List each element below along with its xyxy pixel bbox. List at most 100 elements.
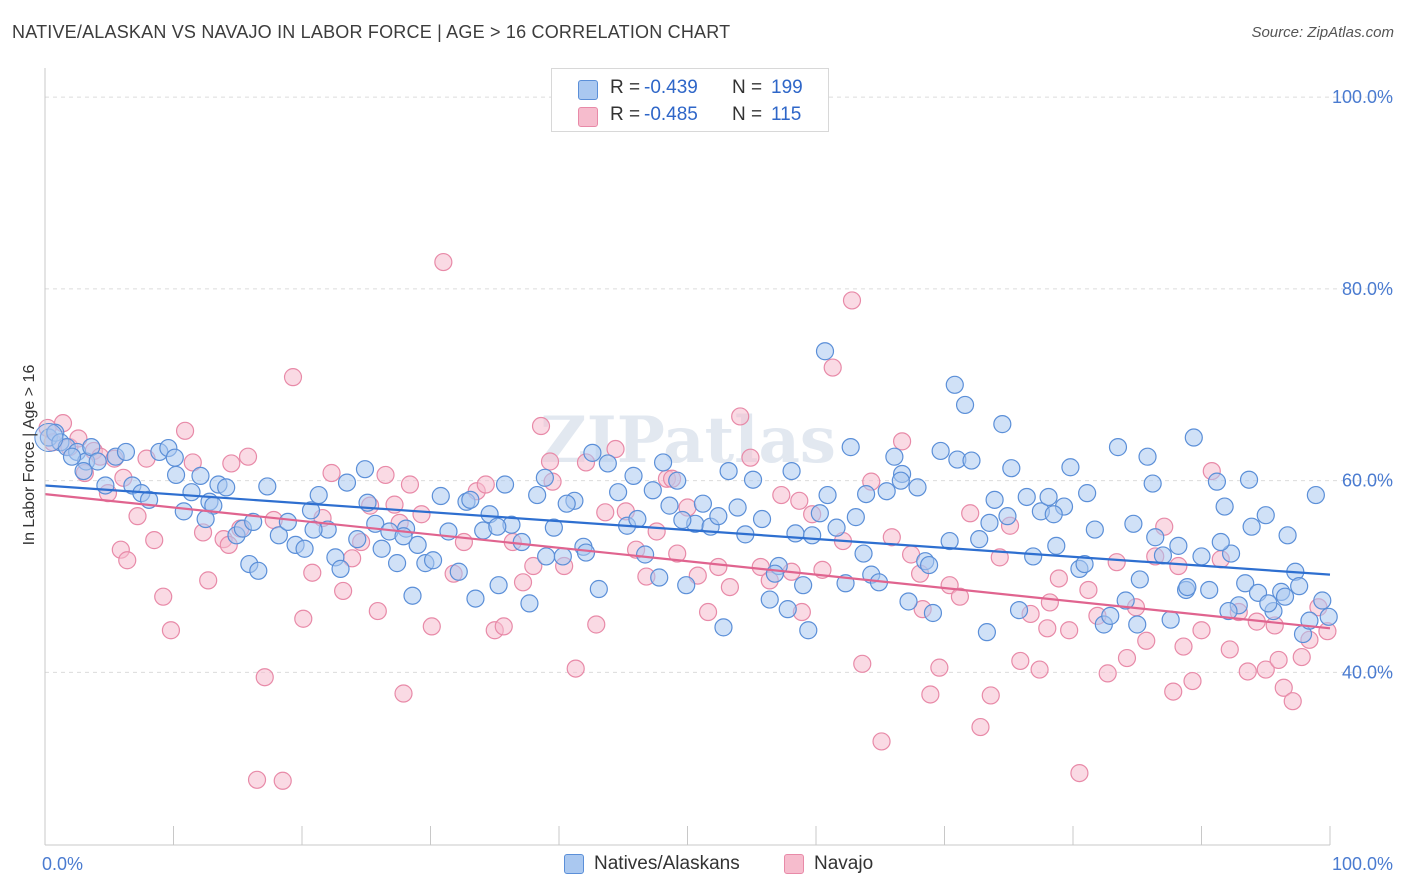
navajo-point — [1117, 648, 1137, 668]
natives-alaskans-point — [62, 447, 82, 466]
natives-alaskans-point — [818, 485, 837, 505]
natives-alaskans-point — [782, 461, 801, 481]
navajo-point — [961, 504, 980, 523]
x-tick-label: 100.0% — [1332, 854, 1393, 874]
navajo-point — [1174, 637, 1193, 656]
natives-alaskans-point — [544, 518, 563, 537]
navajo-point — [1030, 660, 1049, 679]
natives-alaskans-point — [803, 526, 822, 545]
natives-alaskans-point — [673, 510, 692, 530]
natives-alaskans-point — [1178, 577, 1197, 597]
natives-alaskans-point — [962, 451, 981, 470]
natives-alaskans-point — [191, 466, 210, 485]
natives-alaskans-point — [677, 576, 696, 595]
navajo-point — [872, 732, 891, 751]
navajo-point — [587, 615, 606, 634]
natives-alaskans-point — [520, 594, 539, 613]
natives-alaskans-point — [1184, 428, 1203, 447]
natives-alaskans-point — [628, 509, 647, 529]
natives-alaskans-point — [166, 465, 186, 485]
axes: 40.0% 60.0% 80.0% 100.0% 0.0% 100.0% — [42, 68, 1393, 874]
natives-alaskans-point — [714, 618, 733, 637]
navajo-point — [950, 587, 970, 606]
navajo-point — [1107, 553, 1126, 572]
natives-alaskans-point — [387, 554, 407, 573]
navajo-point — [531, 416, 551, 436]
natives-alaskans-point — [846, 508, 865, 527]
natives-alaskans-point — [955, 395, 975, 415]
navajo-point — [154, 587, 173, 606]
navajo-point — [145, 531, 164, 550]
natives-alaskans-point — [799, 621, 818, 640]
natives-alaskans-point — [1078, 484, 1097, 503]
navajo-point — [454, 532, 474, 552]
natives-alaskans-point — [1219, 601, 1238, 621]
natives-alaskans-point — [752, 509, 772, 529]
legend-row-navajo: R = -0.485 N = 115 — [552, 102, 828, 130]
navajo-point — [376, 465, 395, 485]
natives-alaskans-point — [1290, 577, 1309, 596]
natives-alaskans-point — [1200, 580, 1219, 600]
navajo-point — [853, 654, 872, 673]
natives-alaskans-point — [1130, 570, 1149, 589]
navajo-point — [1238, 662, 1257, 681]
n-value: 115 — [771, 104, 802, 125]
natives-alaskans-point — [728, 498, 747, 517]
natives-alaskans-point — [269, 526, 288, 545]
navajo-point — [183, 453, 202, 472]
navajo-point — [283, 368, 303, 387]
navajo-point — [1060, 621, 1079, 640]
navajo-point — [128, 507, 147, 526]
y-axis-label: In Labor Force | Age > 16 — [21, 365, 38, 546]
navajo-point — [921, 685, 940, 704]
navajo-point — [161, 621, 181, 640]
natives-alaskans-point — [624, 466, 643, 485]
navajo-point — [422, 617, 441, 636]
navajo-point — [1079, 580, 1098, 600]
natives-alaskans-point — [1313, 591, 1332, 610]
natives-alaskans-point — [786, 524, 805, 543]
natives-alaskans-point — [348, 530, 367, 549]
natives-alaskans-point — [653, 453, 673, 472]
natives-alaskans-point — [1236, 574, 1255, 593]
natives-alaskans-point — [1169, 536, 1188, 555]
natives-alaskans-point — [1075, 554, 1094, 574]
natives-alaskans-point — [489, 576, 508, 595]
natives-alaskans-point — [403, 586, 422, 605]
natives-alaskans-point — [854, 544, 873, 563]
y-tick-label: 100.0% — [1332, 87, 1393, 107]
navajo-point — [118, 551, 137, 570]
natives-alaskans-point — [165, 448, 184, 467]
navajo-point — [930, 658, 949, 677]
navajo-point — [698, 602, 718, 622]
navajo-point — [981, 686, 1000, 705]
navajo-point — [823, 358, 842, 377]
n-label: N = — [732, 104, 763, 125]
navajo-point — [513, 573, 533, 592]
legend-label-natives: Natives/Alaskans — [594, 853, 740, 874]
navajo-point — [720, 577, 740, 597]
navajo-point — [1164, 682, 1183, 701]
natives-alaskans-point — [931, 441, 950, 461]
natives-alaskans-point — [1192, 547, 1211, 566]
navajo-point — [1038, 619, 1057, 638]
navajo-point — [199, 571, 218, 590]
natives-alaskans-point-large — [34, 423, 64, 453]
n-label: N = — [732, 77, 763, 98]
natives-alaskans-point — [1009, 601, 1029, 620]
navajo-point — [566, 659, 585, 678]
natives-alaskans-point — [1239, 470, 1259, 489]
legend-label-navajo: Navajo — [814, 853, 874, 874]
natives-alaskans-point — [466, 589, 485, 608]
natives-alaskans-point — [576, 543, 596, 562]
navajo-point — [368, 601, 387, 621]
natives-alaskans-trend-line — [44, 484, 1331, 576]
natives-alaskans-point — [1061, 458, 1080, 477]
natives-alaskans-point — [885, 447, 904, 466]
series-legend: Natives/Alaskans Navajo — [0, 852, 1406, 878]
navajo-point — [1049, 569, 1068, 588]
navajo-point — [294, 609, 313, 628]
natives-alaskans-point — [295, 539, 314, 558]
natives-alaskans-point — [583, 443, 602, 462]
natives-alaskans-point — [249, 561, 268, 580]
